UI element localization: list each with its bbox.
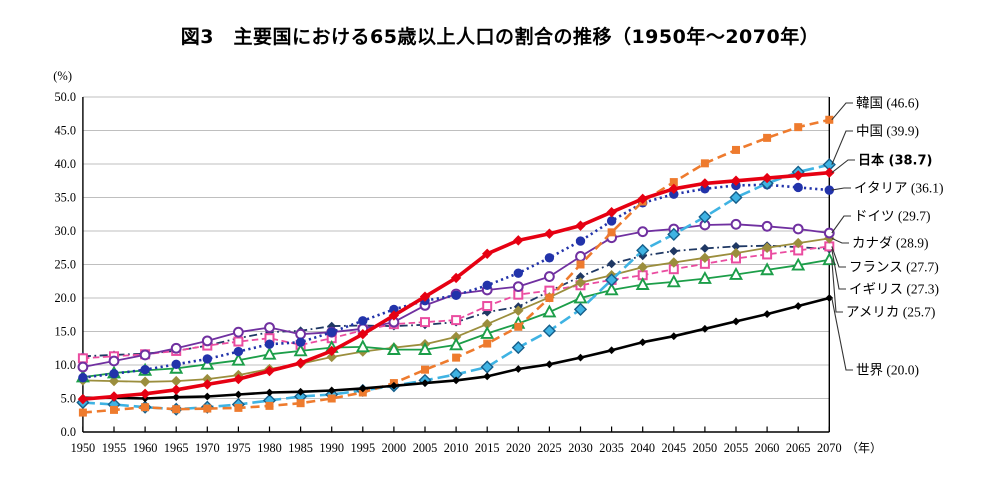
- legend-leader-italy: [831, 187, 851, 191]
- chart-title: 図3 主要国における65歳以上人口の割合の推移（1950年～2070年）: [180, 26, 820, 48]
- svg-text:2070: 2070: [817, 441, 842, 455]
- svg-text:2060: 2060: [755, 441, 780, 455]
- svg-text:25.0: 25.0: [54, 258, 76, 272]
- svg-text:35.0: 35.0: [54, 191, 76, 205]
- svg-text:1950: 1950: [71, 441, 96, 455]
- legend-leader-canada: [831, 237, 849, 244]
- svg-text:2040: 2040: [630, 441, 655, 455]
- svg-text:1965: 1965: [164, 441, 189, 455]
- svg-text:1995: 1995: [351, 441, 376, 455]
- svg-text:1985: 1985: [288, 441, 313, 455]
- x-axis-labels: 1950 1955 1960 1965 1970 1975 1980 1985 1990 1995…: [71, 426, 882, 455]
- svg-text:2020: 2020: [506, 441, 531, 455]
- svg-text:2015: 2015: [475, 441, 500, 455]
- svg-text:1980: 1980: [257, 441, 282, 455]
- svg-text:1990: 1990: [319, 441, 344, 455]
- legend-leader-germany: [831, 215, 851, 234]
- svg-text:20.0: 20.0: [54, 291, 76, 305]
- svg-text:2000: 2000: [382, 441, 407, 455]
- svg-text:1975: 1975: [226, 441, 251, 455]
- legend-label-canada: カナダ (28.9): [852, 236, 929, 251]
- unit-percent-label: (%): [53, 69, 72, 83]
- legend-label-japan: 日本 (38.7): [858, 153, 932, 169]
- legend-label-korea: 韓国 (46.6): [856, 96, 919, 111]
- svg-text:1970: 1970: [195, 441, 220, 455]
- svg-text:10.0: 10.0: [54, 358, 76, 372]
- svg-text:40.0: 40.0: [54, 157, 76, 171]
- legend-label-china: 中国 (39.9): [856, 124, 919, 139]
- legend-leader-world: [831, 297, 853, 371]
- svg-text:1955: 1955: [102, 441, 127, 455]
- legend-label-italy: イタリア (36.1): [854, 181, 943, 196]
- svg-text:45.0: 45.0: [54, 124, 76, 138]
- y-axis-labels: 0.0 5.0 10.0 15.0 20.0 25.0 30.0 35.0 40.0 45.0 50…: [53, 69, 76, 439]
- svg-text:2005: 2005: [413, 441, 438, 455]
- unit-year-label: （年）: [846, 441, 882, 455]
- svg-text:15.0: 15.0: [54, 325, 76, 339]
- legend-leader-japan: [831, 159, 855, 174]
- legend-label-usa: アメリカ (25.7): [846, 305, 935, 320]
- legend-leader-korea: [831, 102, 853, 121]
- svg-text:2035: 2035: [599, 441, 624, 455]
- svg-text:2065: 2065: [786, 441, 811, 455]
- legend-label-world: 世界 (20.0): [856, 363, 919, 378]
- svg-text:2030: 2030: [568, 441, 593, 455]
- series-canada: [77, 233, 835, 387]
- legend-label-uk: イギリス (27.3): [849, 282, 939, 297]
- svg-text:2010: 2010: [444, 441, 469, 455]
- legend-leader-china: [831, 130, 853, 165]
- svg-text:2055: 2055: [724, 441, 749, 455]
- svg-text:2045: 2045: [662, 441, 687, 455]
- svg-text:0.0: 0.0: [61, 425, 76, 439]
- svg-text:1960: 1960: [133, 441, 158, 455]
- svg-text:2050: 2050: [693, 441, 718, 455]
- legend-leader-france: [831, 246, 846, 268]
- svg-text:2025: 2025: [537, 441, 562, 455]
- legend-leader-usa: [831, 259, 843, 313]
- legend-leader-uk: [831, 249, 846, 290]
- legend-label-germany: ドイツ (29.7): [854, 209, 931, 224]
- legend: 韓国 (46.6) 中国 (39.9) 日本 (38.7) イタリア (36.1) ドイ…: [831, 96, 943, 378]
- svg-text:50.0: 50.0: [54, 90, 76, 104]
- svg-text:30.0: 30.0: [54, 224, 76, 238]
- series-japan: [77, 167, 835, 405]
- svg-text:5.0: 5.0: [61, 392, 76, 406]
- legend-label-france: フランス (27.7): [849, 260, 939, 275]
